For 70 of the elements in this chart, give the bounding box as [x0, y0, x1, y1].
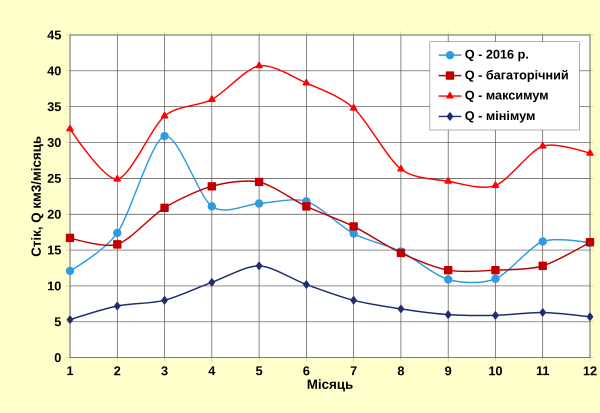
x-tick-label: 4: [208, 366, 216, 376]
x-tick-label: 12: [584, 366, 597, 376]
point: [255, 62, 263, 68]
point: [160, 112, 168, 118]
point: [538, 262, 547, 270]
point: [491, 266, 500, 274]
legend-label: Q - 2016 р.: [465, 50, 528, 62]
legend-label: Q - багаторічний: [465, 70, 568, 82]
point: [586, 149, 594, 156]
x-tick-label: 7: [350, 366, 357, 376]
x-tick-label: 9: [445, 366, 452, 376]
point: [444, 275, 452, 284]
legend-label: Q - мінімум: [465, 110, 535, 123]
point: [66, 266, 74, 276]
x-axis-title: Місяць: [308, 379, 353, 392]
point: [256, 262, 262, 270]
point: [398, 304, 404, 314]
point: [160, 204, 169, 212]
x-tick-label: 11: [536, 366, 550, 376]
point: [208, 95, 216, 102]
point: [113, 228, 122, 238]
point: [397, 164, 405, 172]
x-tick-label: 10: [489, 366, 502, 376]
point: [302, 202, 311, 211]
point: [492, 311, 499, 320]
point: [586, 312, 594, 321]
y-tick-label: 40: [47, 66, 61, 76]
point: [254, 199, 264, 208]
point: [161, 296, 168, 304]
y-axis-title: Стік, Q км3/місяць: [31, 136, 44, 256]
point: [303, 280, 310, 289]
point: [254, 178, 264, 186]
point: [66, 124, 74, 132]
point: [538, 142, 546, 149]
y-tick-label: 0: [54, 353, 61, 362]
point: [66, 315, 74, 324]
y-tick-label: 25: [48, 174, 61, 183]
point: [492, 181, 500, 188]
x-tick-label: 6: [303, 366, 310, 376]
point: [160, 132, 169, 140]
y-tick-label: 30: [48, 138, 61, 148]
x-tick-label: 5: [256, 366, 262, 376]
x-tick-label: 2: [114, 366, 120, 376]
point: [444, 266, 452, 274]
point: [349, 222, 358, 231]
y-tick-label: 15: [48, 246, 61, 255]
point: [538, 237, 547, 246]
point: [114, 174, 122, 182]
y-tick-label: 35: [48, 102, 61, 112]
y-tick-label: 5: [54, 317, 61, 326]
point: [350, 296, 357, 304]
point: [208, 182, 216, 190]
y-tick-label: 45: [47, 30, 61, 40]
x-tick-label: 3: [161, 366, 168, 376]
point: [444, 310, 452, 319]
point: [113, 240, 122, 249]
y-tick-label: 10: [48, 281, 61, 290]
point: [539, 308, 546, 317]
y-tick-label: 20: [48, 210, 61, 219]
point: [114, 302, 121, 310]
point: [66, 234, 74, 242]
point: [491, 274, 500, 283]
x-tick-label: 1: [67, 366, 74, 376]
legend-label: Q - максимум: [465, 90, 548, 102]
point: [208, 278, 216, 287]
point: [350, 104, 358, 111]
x-tick-label: 8: [398, 366, 404, 376]
point: [444, 177, 452, 184]
point: [302, 78, 310, 86]
point: [208, 202, 216, 211]
